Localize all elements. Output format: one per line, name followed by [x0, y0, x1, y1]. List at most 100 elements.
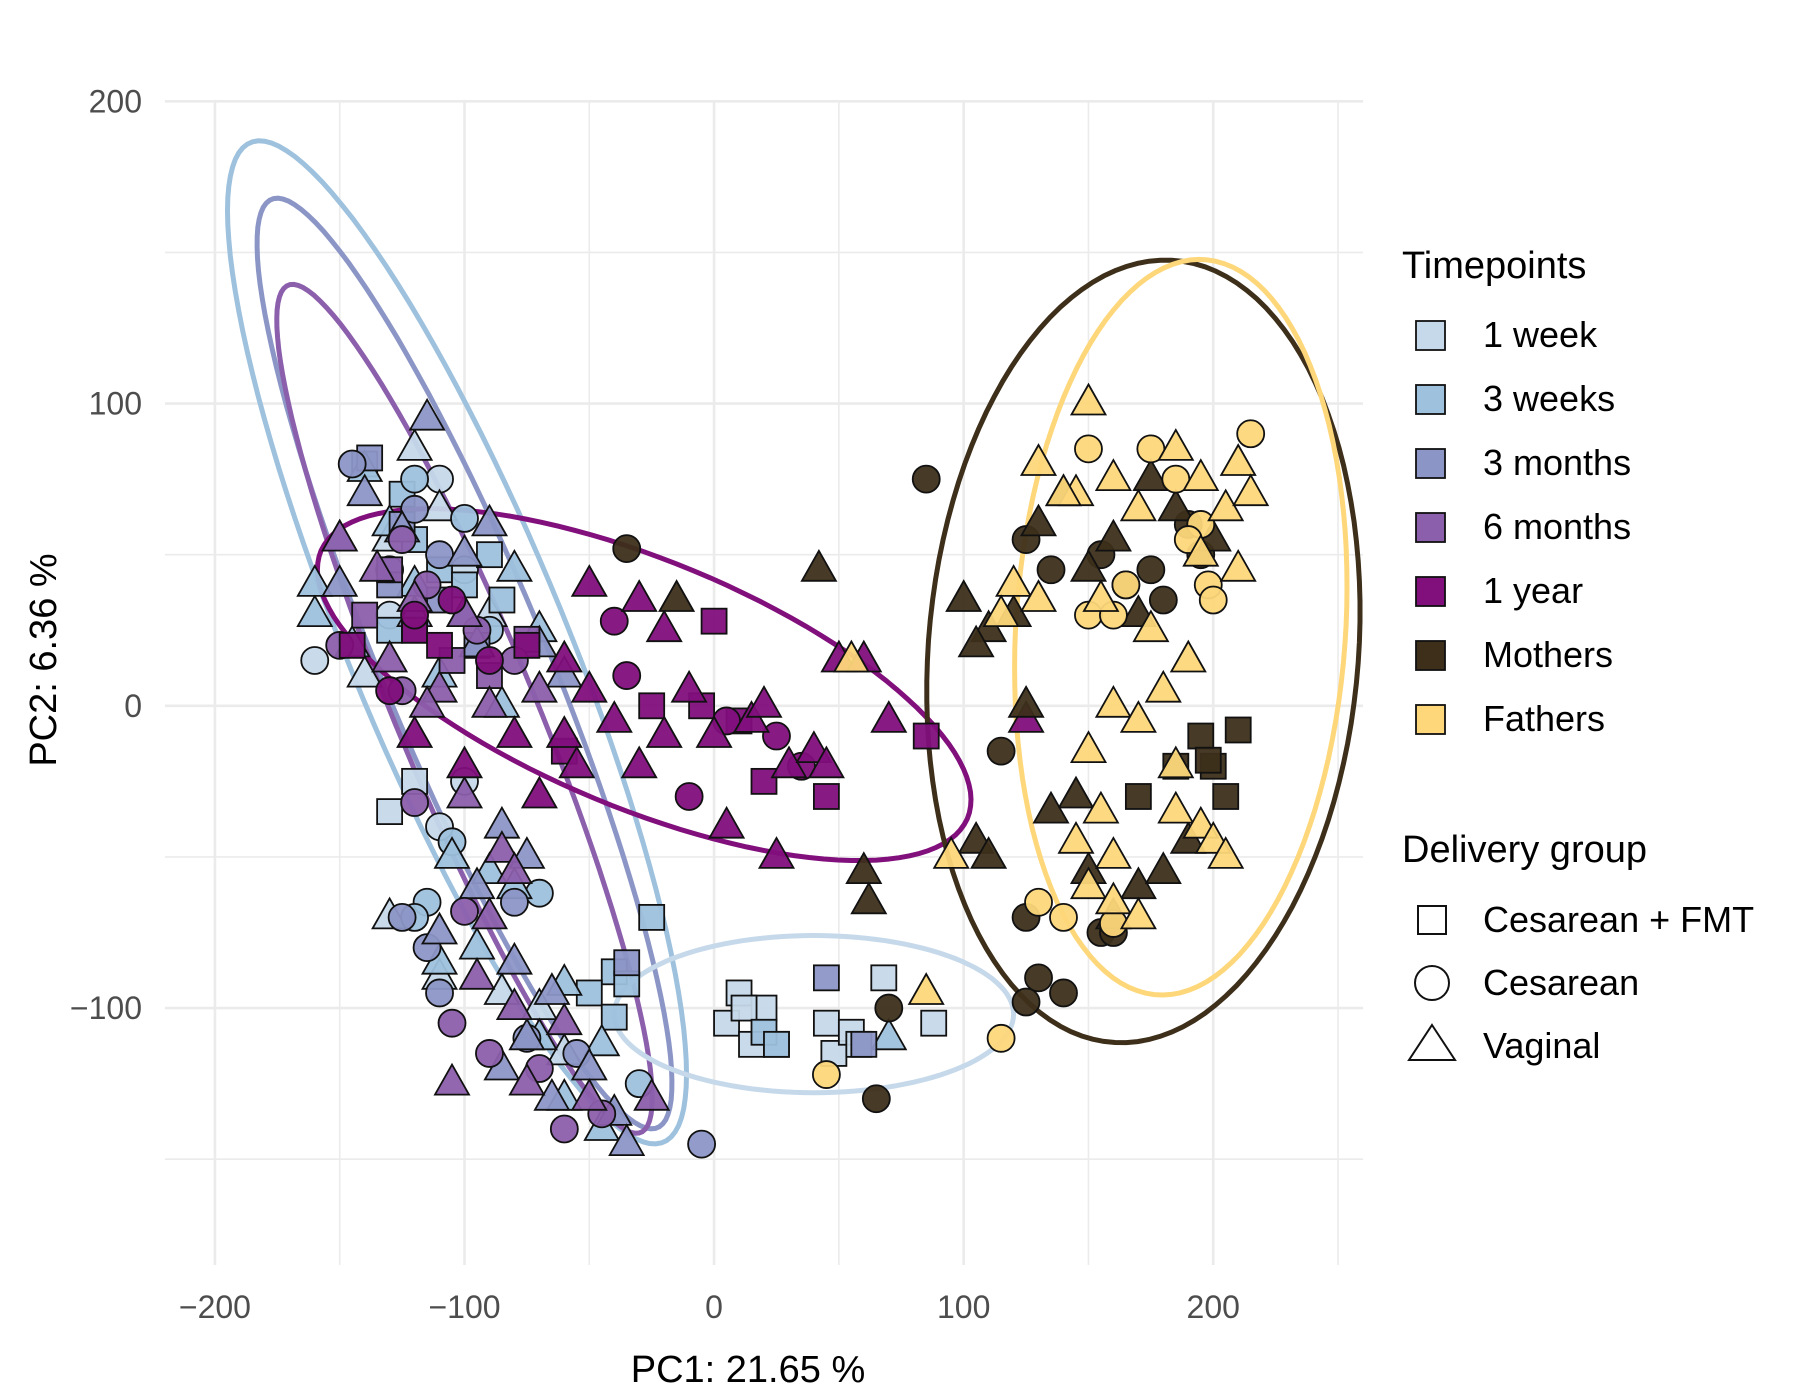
point-1-year-circle — [762, 721, 791, 751]
point-mothers-circle — [986, 736, 1016, 766]
point-1-year-triangle — [745, 684, 783, 718]
point-1-year-square — [812, 783, 840, 810]
point-3-months-circle — [425, 978, 454, 1008]
point-fathers-triangle — [1019, 579, 1058, 612]
point-mothers-triangle — [1019, 503, 1058, 537]
point-fathers-triangle — [1044, 473, 1083, 507]
data-points — [296, 382, 1270, 1159]
point-6-months-triangle — [458, 956, 496, 990]
point-fathers-circle — [1236, 419, 1266, 449]
y-tick-label: 0 — [124, 688, 142, 724]
point-1-year-triangle — [570, 669, 608, 703]
point-fathers-triangle — [1219, 548, 1257, 582]
point-3-weeks-square — [600, 1003, 628, 1031]
point-6-months-circle — [437, 1008, 467, 1038]
point-fathers-circle — [1049, 902, 1078, 932]
y-tick-label: −100 — [70, 990, 142, 1026]
point-fathers-triangle — [1069, 730, 1108, 763]
point-1-week-square — [730, 994, 758, 1022]
point-3-weeks-square — [376, 616, 404, 644]
point-1-year-triangle — [870, 700, 908, 733]
point-fathers-circle — [1198, 585, 1228, 615]
point-mothers-triangle — [1132, 458, 1170, 492]
legend-label: Cesarean + FMT — [1483, 899, 1754, 940]
point-3-months-triangle — [420, 911, 459, 945]
point-fathers-triangle — [1157, 745, 1195, 779]
point-1-year-triangle — [520, 775, 558, 809]
point-1-year-triangle — [645, 715, 683, 748]
point-6-months-triangle — [520, 669, 558, 703]
point-3-months-triangle — [533, 972, 571, 1005]
point-3-months-circle — [400, 494, 429, 524]
point-mothers-triangle — [1007, 684, 1045, 718]
point-3-weeks-triangle — [495, 548, 533, 582]
point-1-week-square — [812, 1009, 840, 1037]
point-3-weeks-circle — [450, 504, 479, 533]
point-3-weeks-circle — [400, 464, 429, 494]
point-1-week-circle — [300, 646, 330, 675]
point-1-year-circle — [375, 676, 405, 706]
x-tick-label: −200 — [179, 1289, 251, 1325]
point-fathers-triangle — [995, 564, 1033, 597]
point-fathers-triangle — [832, 639, 870, 673]
point-fathers-circle — [811, 1060, 841, 1089]
point-fathers-triangle — [1157, 790, 1195, 824]
point-3-weeks-square — [476, 541, 503, 569]
point-1-week-square — [376, 798, 404, 825]
point-mothers-square — [1187, 722, 1215, 750]
legend-timepoints: 1 week 3 weeks 3 months 6 months 1 year Mothe… — [1415, 314, 1631, 739]
point-mothers-square — [1212, 783, 1240, 810]
point-mothers-square — [1224, 716, 1252, 744]
point-fathers-triangle — [1119, 488, 1157, 522]
legend-delivery: Cesarean + FMT Cesarean Vaginal — [1407, 899, 1754, 1066]
point-mothers-circle — [874, 993, 904, 1023]
point-1-year-triangle — [570, 564, 608, 597]
point-1-year-triangle — [670, 669, 708, 703]
legend-title-timepoints: Timepoints — [1402, 245, 1586, 287]
point-fathers-triangle — [1019, 443, 1058, 476]
x-tick-label: 0 — [705, 1289, 723, 1325]
legend-swatch — [1415, 512, 1446, 543]
point-6-months-triangle — [470, 684, 509, 718]
point-1-year-triangle — [620, 579, 658, 612]
legend-shape-triangle — [1407, 1023, 1457, 1061]
point-mothers-circle — [1011, 987, 1041, 1017]
point-1-year-circle — [612, 661, 642, 690]
point-fathers-triangle — [1069, 866, 1108, 900]
legend-shape-circle — [1414, 965, 1450, 1001]
point-1-year-square — [912, 722, 940, 750]
point-6-months-triangle — [483, 830, 521, 863]
point-mothers-circle — [1049, 978, 1078, 1008]
point-1-year-circle — [400, 600, 429, 630]
point-1-week-triangle — [396, 428, 434, 461]
legend-swatch — [1415, 384, 1446, 415]
point-fathers-triangle — [1119, 896, 1157, 930]
point-fathers-circle — [986, 1023, 1016, 1053]
point-6-months-triangle — [321, 518, 359, 552]
point-1-week-square — [920, 1009, 948, 1037]
point-3-months-square — [613, 949, 641, 977]
point-3-months-circle — [500, 887, 529, 917]
point-fathers-triangle — [1169, 639, 1207, 673]
legend-label: 3 months — [1483, 442, 1631, 483]
point-3-months-triangle — [508, 1017, 546, 1051]
point-fathers-triangle — [1119, 700, 1157, 733]
point-3-months-circle — [387, 902, 417, 932]
point-fathers-triangle — [1069, 382, 1108, 416]
point-1-year-triangle — [495, 715, 533, 748]
x-tick-label: 200 — [1187, 1289, 1240, 1325]
point-6-months-triangle — [371, 639, 409, 673]
point-3-months-triangle — [346, 473, 384, 507]
legend-swatch — [1415, 320, 1446, 351]
point-6-months-triangle — [408, 684, 446, 718]
point-3-months-triangle — [445, 533, 484, 567]
point-6-months-circle — [475, 1039, 504, 1068]
point-fathers-triangle — [982, 594, 1020, 627]
point-3-weeks-square — [763, 1030, 790, 1058]
point-3-weeks-square — [638, 903, 666, 931]
legend-label: Vaginal — [1483, 1025, 1600, 1066]
point-fathers-triangle — [1219, 443, 1257, 476]
legend-label: 3 weeks — [1483, 378, 1615, 419]
legend-label: Cesarean — [1483, 962, 1639, 1003]
